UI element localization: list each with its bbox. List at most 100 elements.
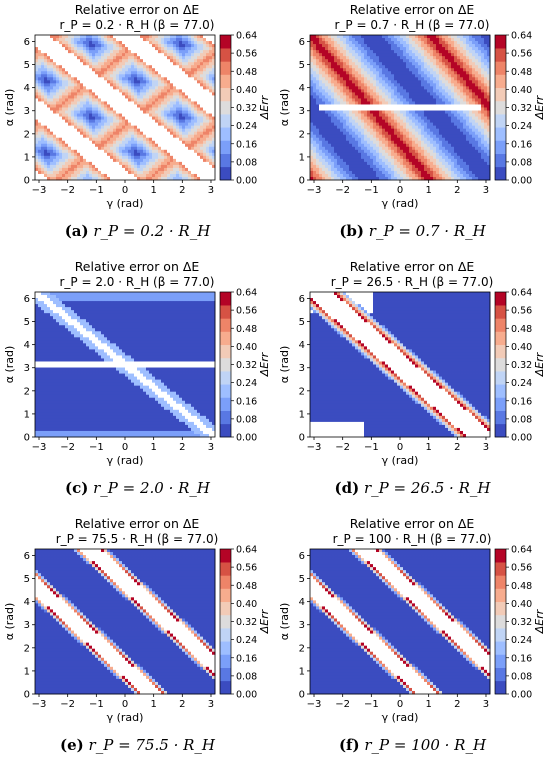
heatmap-cell [179, 74, 183, 78]
heatmap-cell [56, 86, 60, 90]
heatmap-cell [188, 140, 192, 145]
heatmap-cell [152, 131, 156, 136]
heatmap-cell [430, 83, 434, 87]
heatmap-cell [182, 146, 186, 151]
heatmap-cell [361, 47, 365, 51]
heatmap-cell [313, 65, 317, 69]
heatmap-cell [83, 155, 87, 160]
heatmap-cell [340, 143, 344, 148]
heatmap-cell [391, 50, 395, 54]
heatmap-cell [352, 176, 356, 181]
heatmap-cell [340, 155, 344, 160]
heatmap-cell [38, 71, 42, 75]
heatmap-cell [95, 41, 99, 45]
heatmap-cell [116, 122, 120, 127]
heatmap-cell [400, 41, 404, 45]
heatmap-cell [191, 146, 195, 151]
heatmap-cell [391, 140, 395, 145]
heatmap-cell [50, 161, 54, 166]
heatmap-cell [328, 113, 332, 117]
heatmap-cell [382, 62, 386, 66]
heatmap-cell [376, 62, 380, 66]
heatmap-cell [176, 167, 180, 172]
heatmap-cell [316, 65, 320, 69]
heatmap-cell [176, 86, 180, 90]
heatmap-cell [47, 86, 51, 90]
heatmap-cell [155, 77, 159, 81]
heatmap-cell [197, 125, 201, 130]
heatmap-cell [131, 50, 135, 54]
heatmap-cell [361, 140, 365, 145]
heatmap-cell [44, 80, 48, 84]
heatmap-cell [131, 83, 135, 87]
heatmap-cell [140, 122, 144, 127]
heatmap-cell [355, 116, 359, 120]
heatmap-cell [104, 164, 108, 169]
heatmap-cell [176, 35, 180, 39]
heatmap-cell [116, 71, 120, 75]
heatmap-cell [179, 62, 183, 66]
heatmap-cell [403, 173, 407, 178]
heatmap-cell [373, 56, 377, 60]
heatmap-cell [409, 104, 413, 108]
heatmap-cell [382, 104, 386, 108]
heatmap-cell [86, 65, 90, 69]
heatmap-cell [35, 83, 39, 87]
heatmap-cell [119, 35, 123, 39]
heatmap-cell [436, 50, 440, 54]
heatmap-cell [182, 173, 186, 178]
heatmap-cell [137, 53, 141, 57]
heatmap-cell [337, 50, 341, 54]
heatmap-cell [316, 56, 320, 60]
heatmap-cell [92, 80, 96, 84]
heatmap-cell [137, 71, 141, 75]
heatmap-cell [98, 170, 102, 175]
colorbar-label: ΔErr [258, 94, 271, 120]
heatmap-cell [56, 167, 60, 172]
heatmap-cell [370, 80, 374, 84]
heatmap-cell [74, 86, 78, 90]
heatmap-cell [53, 59, 57, 63]
heatmap-cell [376, 83, 380, 87]
heatmap-cell [322, 65, 326, 69]
heatmap-cell [65, 77, 69, 81]
heatmap-cell [421, 176, 425, 181]
heatmap-cell [125, 161, 129, 166]
heatmap-cell [167, 86, 171, 90]
heatmap-cell [98, 44, 102, 48]
heatmap-cell [385, 137, 389, 142]
heatmap-cell [328, 110, 332, 114]
heatmap-cell [194, 173, 198, 178]
heatmap-cell [92, 152, 96, 157]
heatmap-cell [98, 122, 102, 127]
heatmap-cell [122, 98, 126, 102]
heatmap-cell [116, 137, 120, 142]
heatmap-cell [146, 122, 150, 127]
heatmap-cell [379, 101, 383, 105]
heatmap-cell [397, 128, 401, 133]
heatmap-cell [343, 137, 347, 142]
heatmap-cell [35, 113, 39, 117]
heatmap-cell [367, 116, 371, 120]
heatmap-cell [119, 83, 123, 87]
heatmap-cell [358, 149, 362, 154]
heatmap-cell [80, 155, 84, 160]
heatmap-cell [137, 167, 141, 172]
heatmap-cell [107, 38, 111, 42]
heatmap-cell [415, 176, 419, 181]
heatmap-cell [170, 119, 174, 123]
heatmap-cell [412, 101, 416, 105]
heatmap-cell [436, 80, 440, 84]
heatmap-cell [418, 158, 422, 163]
heatmap-cell [319, 161, 323, 166]
heatmap-cell [334, 98, 338, 102]
heatmap-cell [403, 176, 407, 181]
heatmap-cell [86, 158, 90, 163]
heatmap-cell [53, 119, 57, 123]
chart-panel-b: Relative error on ΔE r_P = 0.7 · R_H (β =… [275, 0, 550, 257]
heatmap-cell [188, 35, 192, 39]
heatmap-cell [424, 53, 428, 57]
heatmap-cell [56, 101, 60, 105]
heatmap-cell [47, 137, 51, 142]
heatmap-cell [367, 143, 371, 148]
